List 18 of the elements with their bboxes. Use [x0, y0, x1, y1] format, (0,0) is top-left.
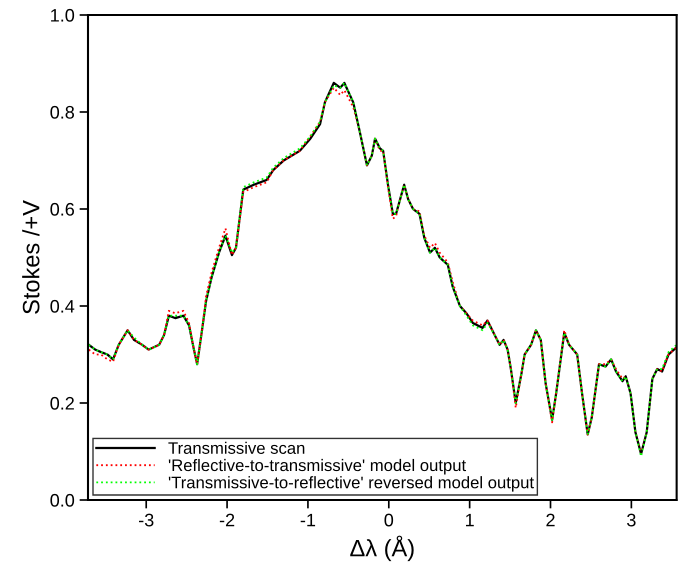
x-tick-label: -2 [220, 514, 234, 526]
x-axis-title: Δλ (Å) [350, 536, 414, 562]
y-tick-label: 0.8 [50, 106, 74, 119]
y-tick-label: 0.0 [50, 494, 74, 507]
x-tick-label: 2 [546, 514, 555, 526]
y-tick-label: 1.0 [51, 8, 74, 22]
x-tick-label: -3 [138, 514, 154, 526]
legend-label: 'Transmissive-to-reflective' reversed model output [168, 476, 534, 492]
y-tick-label: 0.6 [50, 202, 74, 216]
y-axis-title: Stokes /+V [22, 200, 40, 314]
y-tick-label: 0.2 [50, 396, 74, 410]
legend-label: Transmissive scan [168, 442, 304, 454]
x-tick-label: 0 [384, 514, 394, 526]
x-tick-label: 1 [466, 514, 474, 526]
x-tick-label: -1 [300, 514, 316, 526]
legend-label: 'Reflective-to-transmissive' model output [168, 458, 466, 474]
y-tick-label: 0.4 [50, 300, 74, 313]
x-tick-label: 3 [627, 514, 636, 526]
